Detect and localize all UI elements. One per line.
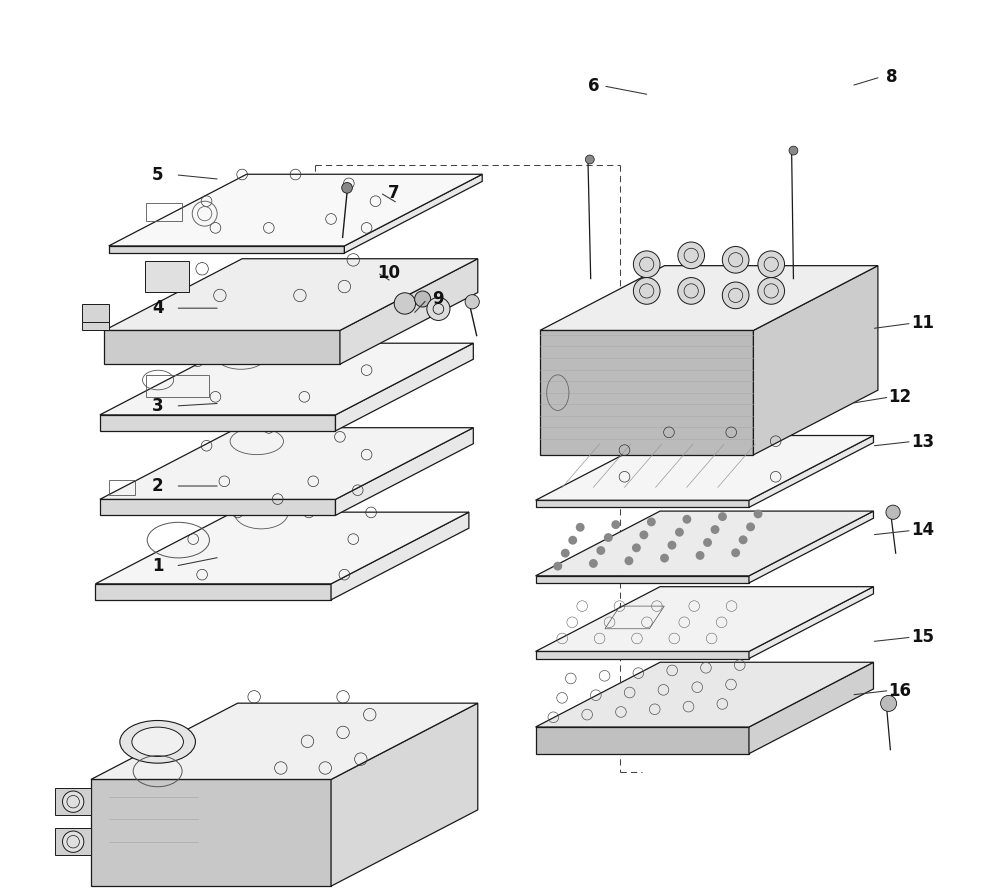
Circle shape [678,277,705,304]
Polygon shape [749,662,873,754]
Text: 11: 11 [911,314,934,333]
Circle shape [739,535,748,544]
Circle shape [624,557,633,566]
Circle shape [758,277,785,304]
Circle shape [633,277,660,304]
Polygon shape [55,829,91,855]
Polygon shape [100,415,335,431]
Text: 4: 4 [152,299,163,318]
Text: 9: 9 [432,290,444,309]
Circle shape [886,505,900,519]
Polygon shape [344,174,482,253]
Polygon shape [82,303,109,321]
Polygon shape [331,703,478,886]
Circle shape [758,251,785,277]
Polygon shape [335,427,473,516]
Polygon shape [540,330,753,455]
Polygon shape [536,727,749,754]
Text: 13: 13 [911,433,934,450]
Polygon shape [536,576,749,583]
Text: 12: 12 [889,388,912,406]
Polygon shape [749,435,873,508]
Polygon shape [536,587,873,651]
Circle shape [722,282,749,309]
Circle shape [465,294,479,309]
Text: 8: 8 [886,68,897,86]
Circle shape [632,543,641,552]
Circle shape [668,541,676,549]
Circle shape [427,297,450,320]
Circle shape [675,528,684,537]
Text: 5: 5 [152,166,163,184]
Polygon shape [536,500,749,508]
Circle shape [63,831,84,853]
Circle shape [731,549,740,558]
Polygon shape [100,427,473,500]
Circle shape [789,146,798,155]
Polygon shape [95,584,331,599]
Polygon shape [82,308,109,330]
Circle shape [553,562,562,571]
Circle shape [703,538,712,547]
Polygon shape [749,587,873,658]
Circle shape [722,246,749,273]
Circle shape [881,696,897,712]
Circle shape [568,536,577,545]
Polygon shape [109,246,344,253]
Text: 10: 10 [377,264,400,282]
Polygon shape [91,780,331,886]
Polygon shape [91,703,478,780]
Circle shape [596,546,605,555]
Text: 2: 2 [152,477,163,495]
Circle shape [576,523,585,532]
Text: 3: 3 [152,397,163,415]
Circle shape [647,517,656,526]
Circle shape [604,533,613,542]
Text: 1: 1 [152,557,163,575]
Polygon shape [536,435,873,500]
Polygon shape [104,259,478,330]
Polygon shape [536,662,873,727]
Text: 7: 7 [387,184,399,202]
Polygon shape [109,174,482,246]
Polygon shape [753,266,878,455]
Circle shape [754,509,762,518]
Polygon shape [104,330,340,364]
Polygon shape [100,343,473,415]
Polygon shape [55,789,91,815]
Circle shape [696,551,705,560]
Circle shape [682,515,691,524]
Ellipse shape [132,727,183,756]
Text: 6: 6 [588,77,599,95]
Circle shape [394,293,416,314]
Polygon shape [95,512,469,584]
Polygon shape [536,511,873,576]
Polygon shape [335,343,473,431]
Circle shape [718,512,727,521]
Circle shape [342,183,352,194]
Polygon shape [536,651,749,658]
Polygon shape [331,512,469,599]
Circle shape [63,791,84,813]
Circle shape [589,559,598,568]
Polygon shape [100,500,335,516]
Polygon shape [145,260,189,292]
Circle shape [633,251,660,277]
Circle shape [561,549,570,558]
Polygon shape [749,511,873,583]
Circle shape [711,525,719,534]
Circle shape [415,291,431,307]
Text: 15: 15 [911,628,934,646]
Circle shape [639,531,648,540]
Circle shape [746,523,755,532]
Circle shape [585,155,594,164]
Circle shape [660,554,669,563]
Circle shape [678,242,705,268]
Polygon shape [540,266,878,330]
Text: 14: 14 [911,522,934,540]
Text: 16: 16 [889,681,912,699]
Ellipse shape [120,721,195,764]
Polygon shape [340,259,478,364]
Circle shape [611,520,620,529]
